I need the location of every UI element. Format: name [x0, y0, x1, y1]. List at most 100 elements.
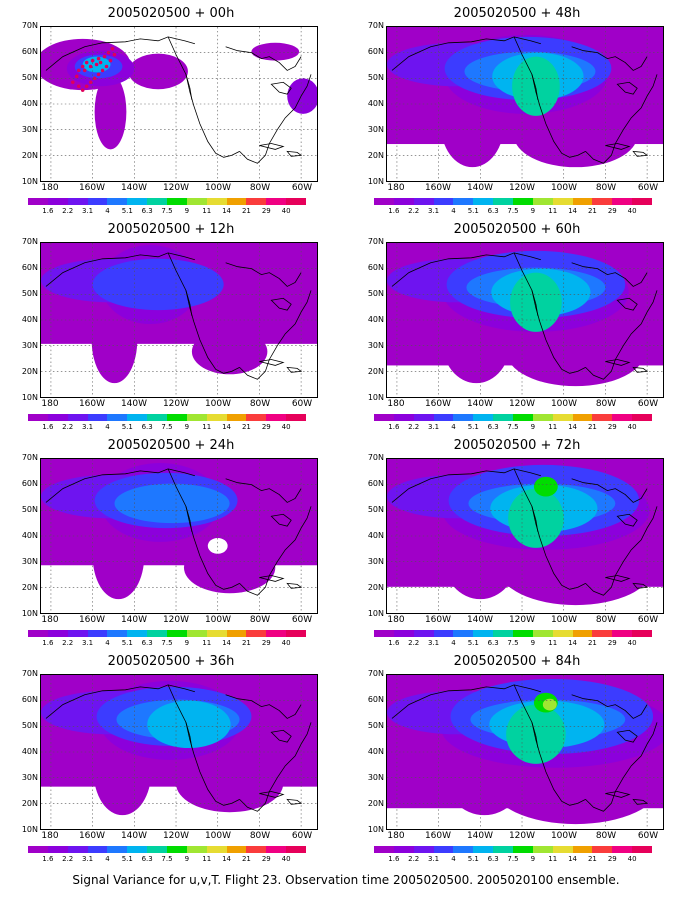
lat-tick-label: 70N	[21, 669, 38, 678]
lat-tick-label: 10N	[367, 825, 384, 834]
lon-tick-label: 60W	[291, 183, 313, 193]
colorbar-label: 2.2	[408, 639, 420, 647]
panel-title: 2005020500 + 60h	[453, 222, 581, 237]
colorbar-swatch	[186, 630, 207, 637]
colorbar-swatch	[28, 846, 48, 853]
colorbar	[28, 198, 307, 205]
coastline	[391, 468, 658, 596]
colorbar-swatch	[266, 846, 287, 853]
lon-tick-label: 120W	[162, 615, 190, 625]
colorbar	[374, 846, 653, 853]
colorbar-swatch	[532, 630, 553, 637]
lon-tick-label: 80W	[249, 615, 271, 625]
colorbar-swatch	[632, 198, 653, 205]
colorbar-swatch	[147, 414, 168, 421]
colorbar-swatch	[413, 630, 434, 637]
colorbar-label: 6.3	[141, 207, 153, 215]
lon-tick-label: 180	[387, 183, 405, 193]
colorbar-swatch	[206, 198, 227, 205]
colorbar-swatch	[28, 630, 48, 637]
lat-tick-label: 40N	[21, 315, 38, 324]
colorbar-swatch	[246, 198, 267, 205]
coastline	[45, 684, 312, 812]
colorbar-label: 3.1	[427, 423, 440, 431]
colorbar-swatch	[147, 846, 168, 853]
lat-tick-label: 50N	[367, 505, 384, 514]
colorbar-swatch	[28, 198, 48, 205]
lon-tick-label: 60W	[637, 399, 659, 409]
colorbar-label: 11	[548, 423, 558, 431]
variance-map	[386, 674, 664, 830]
map-panel-48h: 2005020500 + 48h 70N 60N 50N 40N 30N 20N 10N 180…	[352, 6, 682, 218]
colorbar-swatch	[167, 414, 187, 421]
map-panel-72h: 2005020500 + 72h 70N 60N 50N 40N 30N 20N 10N 180…	[352, 438, 682, 650]
colorbar-label: 21	[587, 855, 597, 863]
colorbar-swatch	[473, 198, 494, 205]
colorbar-label: 3.1	[427, 855, 440, 863]
colorbar-label: 1.6	[42, 423, 54, 431]
colorbar-label: 7.5	[507, 855, 519, 863]
variance-map	[40, 26, 318, 182]
colorbar-swatch	[147, 630, 168, 637]
lon-tick-label: 60W	[291, 831, 313, 841]
lon-tick-label: 140W	[466, 615, 494, 625]
lat-tick-label: 20N	[367, 583, 384, 592]
map-canvas	[387, 675, 663, 829]
lon-tick-label: 120W	[508, 831, 536, 841]
colorbar-label: 3.1	[427, 639, 440, 647]
colorbar-label: 11	[202, 855, 212, 863]
colorbar-swatch	[87, 414, 108, 421]
colorbar-label: 21	[241, 855, 251, 863]
colorbar-label: 5.1	[121, 423, 133, 431]
lat-tick-label: 20N	[367, 799, 384, 808]
lat-tick-label: 50N	[21, 505, 38, 514]
colorbar-swatch	[433, 198, 454, 205]
colorbar-swatch	[592, 414, 613, 421]
colorbar-swatch	[393, 198, 414, 205]
colorbar-swatch	[493, 414, 514, 421]
lon-tick-label: 60W	[637, 831, 659, 841]
colorbar-label: 40	[281, 639, 291, 647]
lon-tick-label: 100W	[550, 183, 578, 193]
lon-tick-label: 80W	[595, 615, 617, 625]
colorbar-labels: 1.6 2.2 3.1 4 5.1 6.3 7.5 9 11 14 21 29 40	[28, 639, 306, 647]
colorbar-label: 2.2	[62, 207, 74, 215]
lon-tick-label: 140W	[120, 831, 148, 841]
colorbar-swatch	[226, 846, 247, 853]
colorbar-label: 6.3	[487, 423, 499, 431]
lon-tick-label: 160W	[424, 183, 452, 193]
colorbar-swatch	[453, 198, 474, 205]
lat-tick-label: 40N	[367, 531, 384, 540]
colorbar-label: 4	[105, 207, 110, 215]
colorbar-label: 5.1	[121, 855, 133, 863]
colorbar-swatch	[286, 198, 307, 205]
colorbar-label: 9	[184, 855, 190, 863]
colorbar-swatch	[592, 846, 613, 853]
coastline	[391, 252, 658, 380]
colorbar-label: 1.6	[388, 639, 400, 647]
colorbar-label: 5.1	[121, 639, 133, 647]
coastline	[45, 468, 312, 596]
colorbar-swatch	[572, 630, 593, 637]
colorbar-swatch	[592, 630, 613, 637]
variance-field	[387, 675, 663, 825]
colorbar-swatch	[473, 414, 494, 421]
colorbar-label: 1.6	[388, 207, 400, 215]
colorbar-label: 1.6	[388, 855, 400, 863]
colorbar-label: 40	[281, 423, 291, 431]
colorbar-swatch	[87, 630, 108, 637]
observation-dots	[70, 46, 117, 92]
colorbar-label: 14	[568, 423, 578, 431]
lon-tick-label: 140W	[120, 399, 148, 409]
colorbar-label: 9	[530, 855, 536, 863]
colorbar-label: 2.2	[62, 639, 74, 647]
colorbar-swatch	[393, 630, 414, 637]
panel-title: 2005020500 + 36h	[107, 654, 235, 669]
colorbar-swatch	[413, 414, 434, 421]
lat-tick-label: 40N	[21, 747, 38, 756]
colorbar-swatch	[246, 846, 267, 853]
colorbar-label: 7.5	[507, 423, 519, 431]
colorbar-swatch	[374, 414, 394, 421]
colorbar-label: 7.5	[161, 207, 173, 215]
lat-tick-label: 30N	[367, 557, 384, 566]
